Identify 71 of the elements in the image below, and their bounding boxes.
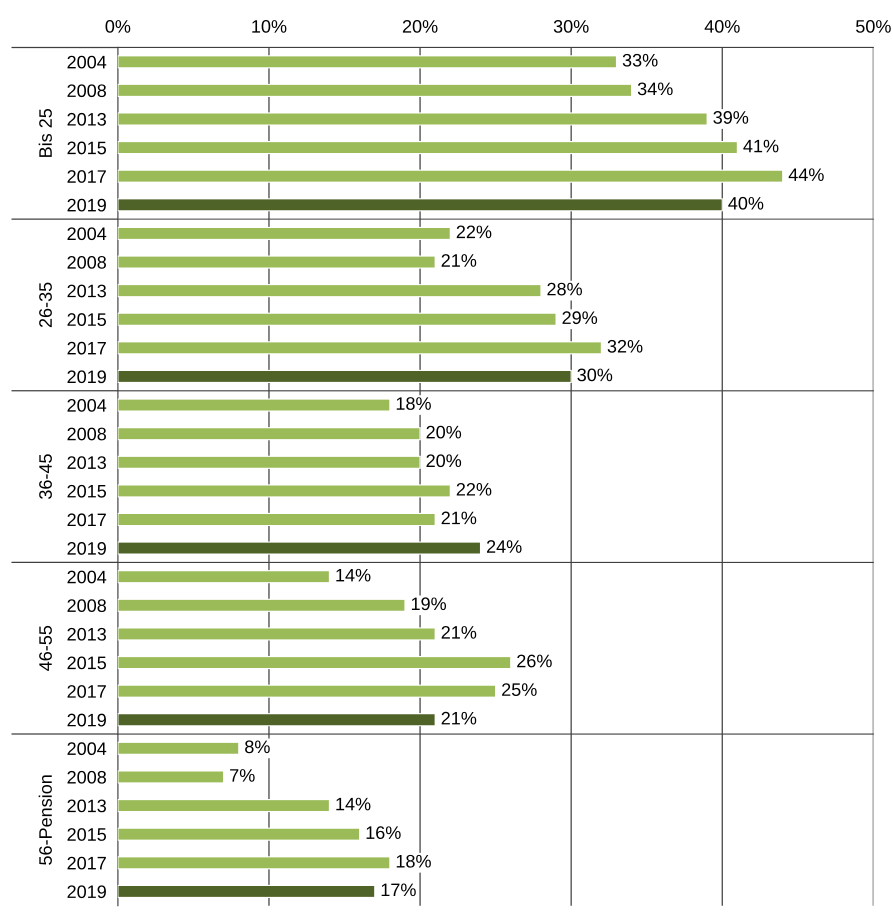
data-label: 21% bbox=[442, 626, 476, 639]
data-label: 29% bbox=[562, 311, 598, 324]
y-tick-label: 2017 bbox=[68, 170, 106, 183]
data-label: 18% bbox=[396, 397, 431, 410]
y-tick-label: 2019 bbox=[68, 198, 106, 212]
y-tick-label: 2015 bbox=[68, 313, 106, 326]
data-label: 28% bbox=[547, 282, 582, 296]
data-label: 21% bbox=[442, 512, 476, 524]
y-axis-title: 56-Pension bbox=[38, 775, 52, 865]
y-tick-label: 2019 bbox=[68, 542, 106, 555]
data-label: 44% bbox=[788, 168, 824, 181]
x-tick-label: 40% bbox=[704, 20, 740, 33]
y-tick-label: 2008 bbox=[68, 599, 106, 612]
y-tick-label: 2004 bbox=[68, 227, 106, 240]
y-tick-label: 2013 bbox=[68, 800, 106, 812]
data-label: 41% bbox=[743, 140, 778, 152]
y-tick-label: 2013 bbox=[68, 284, 106, 298]
x-tick-label: 0% bbox=[106, 20, 130, 33]
y-tick-label: 2019 bbox=[68, 714, 106, 726]
data-label: 24% bbox=[486, 540, 522, 553]
data-label: 39% bbox=[713, 111, 748, 124]
y-tick-label: 2004 bbox=[68, 56, 106, 68]
data-label: 20% bbox=[426, 454, 462, 468]
data-label: 19% bbox=[412, 597, 446, 610]
data-label: 8% bbox=[245, 740, 270, 754]
data-label: 34% bbox=[638, 82, 673, 96]
data-label: 25% bbox=[502, 683, 537, 696]
y-tick-label: 2013 bbox=[68, 456, 106, 469]
y-tick-label: 2017 bbox=[68, 342, 106, 355]
y-tick-label: 2015 bbox=[68, 484, 106, 498]
y-tick-label: 2015 bbox=[68, 142, 106, 154]
y-tick-label: 2015 bbox=[68, 656, 106, 670]
data-label: 17% bbox=[382, 884, 416, 896]
y-tick-label: 2004 bbox=[68, 399, 106, 412]
data-label: 20% bbox=[426, 426, 462, 439]
y-tick-label: 2015 bbox=[68, 828, 106, 841]
y-tick-label: 2008 bbox=[68, 428, 106, 440]
y-tick-label: 2017 bbox=[68, 513, 106, 526]
y-tick-label: 2019 bbox=[68, 370, 106, 384]
data-label: 21% bbox=[442, 712, 476, 725]
y-tick-label: 2004 bbox=[68, 742, 106, 756]
y-tick-label: 2013 bbox=[68, 628, 106, 641]
y-tick-label: 2004 bbox=[68, 570, 106, 584]
data-label: 14% bbox=[336, 568, 370, 582]
data-label: 26% bbox=[517, 654, 552, 668]
y-axis-title: 46-55 bbox=[39, 626, 52, 671]
x-tick-label: 20% bbox=[402, 20, 438, 33]
x-tick-label: 10% bbox=[252, 20, 286, 33]
y-tick-label: 2017 bbox=[68, 685, 106, 698]
y-tick-label: 2013 bbox=[68, 112, 106, 126]
data-label: 40% bbox=[728, 196, 764, 210]
data-label: 30% bbox=[577, 368, 612, 382]
data-label: 22% bbox=[456, 225, 492, 238]
data-label: 18% bbox=[396, 854, 431, 868]
data-label: 21% bbox=[442, 254, 476, 267]
data-label: 7% bbox=[230, 769, 255, 782]
y-axis-title: Bis 25 bbox=[38, 108, 52, 157]
data-label: 22% bbox=[456, 482, 492, 496]
y-axis-title: 26-35 bbox=[39, 282, 52, 328]
x-tick-label: 30% bbox=[554, 20, 589, 33]
data-label: 32% bbox=[608, 340, 642, 353]
y-tick-label: 2008 bbox=[68, 770, 106, 784]
y-axis-title: 36-45 bbox=[39, 454, 52, 499]
y-tick-label: 2019 bbox=[68, 885, 106, 898]
data-label: 16% bbox=[366, 826, 401, 840]
x-tick-label: 50% bbox=[856, 20, 891, 33]
data-label: 14% bbox=[336, 798, 370, 810]
y-tick-label: 2017 bbox=[68, 856, 106, 870]
y-tick-label: 2008 bbox=[68, 84, 106, 98]
y-tick-label: 2008 bbox=[68, 256, 106, 269]
data-label: 33% bbox=[622, 54, 658, 67]
